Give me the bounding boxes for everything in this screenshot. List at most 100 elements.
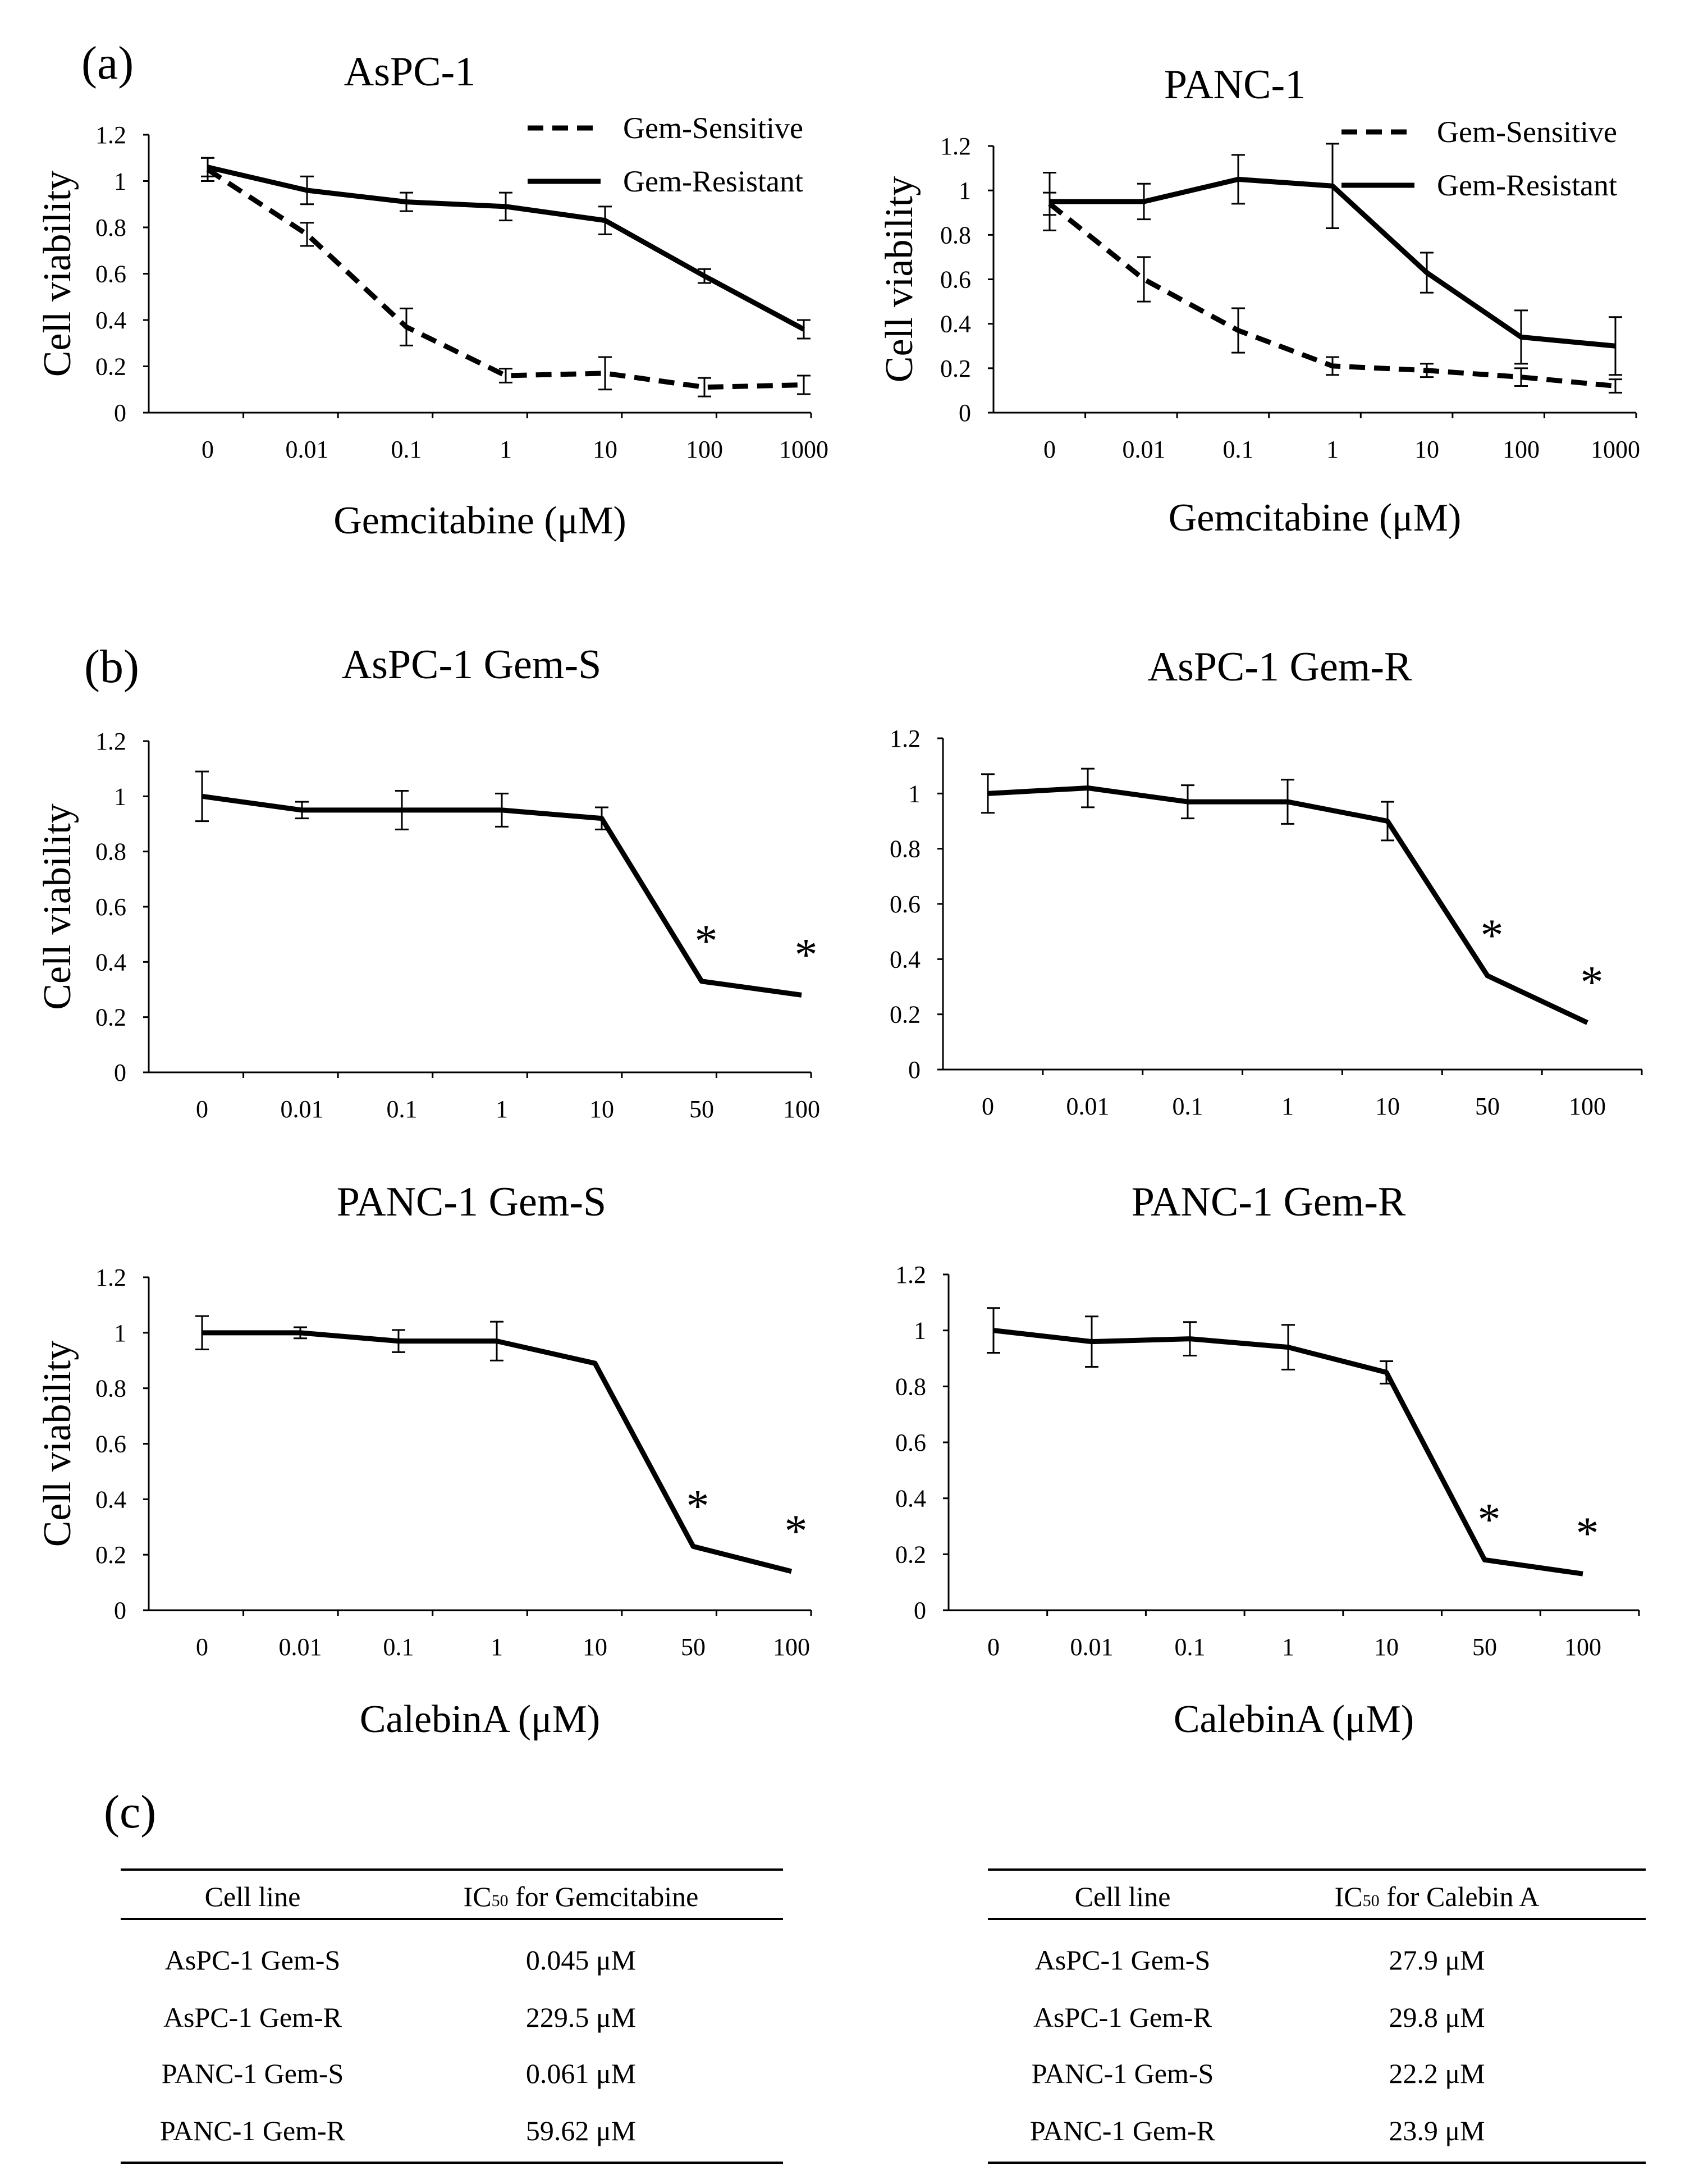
x-tick-label: 100	[773, 1633, 810, 1661]
chart-panc1-gem-r-calebin: PANC-1 Gem-R 0 0.2 0.4 0.6 0.8 1 1.2 0 0.01 0.1 1 10…	[895, 1179, 1640, 1741]
y-tick-label: 1	[114, 168, 126, 195]
x-tick-label: 100	[686, 436, 723, 463]
x-tick-label: 1	[491, 1633, 503, 1661]
chart-panc1-gemcitabine: PANC-1 0 0.2 0.4 0.6 0.8 1 1.2 0 0.01 0.1 1 10 100 100…	[878, 62, 1640, 540]
y-axis-label: Cell viability	[878, 176, 921, 382]
y-tick-label: 0.6	[95, 261, 126, 288]
y-tick-label: 0	[959, 399, 971, 427]
significance-marker: *	[1481, 910, 1504, 961]
chart-title: PANC-1 Gem-S	[337, 1179, 606, 1225]
x-tick-label: 0.01	[1070, 1633, 1114, 1661]
y-tick-label: 0.8	[895, 1373, 926, 1400]
significance-marker: *	[1478, 1493, 1501, 1545]
table-header-ic50: IC50 for Gemcitabine	[464, 1881, 699, 1912]
y-tick-label: 0.8	[95, 1375, 126, 1402]
ic50-table-calebin: Cell line IC50 for Calebin A AsPC-1 Gem-…	[988, 1868, 1646, 2164]
table-cell-value: 29.8 μM	[1389, 2002, 1485, 2033]
series-line-panc-1-gem-s	[202, 1330, 793, 1574]
x-tick-label: 50	[1475, 1093, 1500, 1120]
x-tick-label: 0	[987, 1633, 1000, 1661]
y-tick-label: 0.2	[95, 353, 126, 381]
table-cell-line: PANC-1 Gem-R	[1030, 2115, 1216, 2146]
y-tick-label: 0.4	[940, 310, 971, 338]
y-tick-label: 0.6	[895, 1429, 926, 1456]
x-tick-label: 1	[500, 436, 512, 463]
legend-label: Gem-Resistant	[1437, 168, 1617, 202]
significance-marker: *	[686, 1480, 709, 1531]
y-tick-label: 1	[908, 780, 921, 807]
x-tick-label: 0.1	[1173, 1093, 1203, 1120]
x-tick-label: 0.01	[286, 436, 329, 463]
y-tick-label: 0.2	[895, 1541, 926, 1568]
x-tick-label: 50	[689, 1095, 714, 1123]
y-tick-label: 0.8	[95, 214, 126, 241]
y-tick-label: 0.8	[95, 838, 126, 866]
table-cell-value: 59.62 μM	[526, 2115, 636, 2146]
y-tick-label: 0.4	[95, 1486, 126, 1513]
x-tick-label: 0.01	[279, 1633, 322, 1661]
chart-title: PANC-1 Gem-R	[1132, 1179, 1406, 1225]
x-axis-label: CalebinA (μM)	[1174, 1698, 1414, 1741]
y-axis-label: Cell viability	[36, 1341, 79, 1547]
significance-marker: *	[695, 915, 718, 966]
table-cell-line: PANC-1 Gem-R	[160, 2115, 346, 2146]
x-tick-label: 1000	[779, 436, 828, 463]
y-axis-label: Cell viability	[36, 803, 79, 1009]
x-tick-label: 50	[681, 1633, 706, 1661]
panel-label-c: (c)	[104, 1786, 156, 1838]
x-axis-label: CalebinA (μM)	[360, 1698, 600, 1741]
y-tick-label: 1.2	[95, 1264, 126, 1291]
y-tick-label: 0.2	[95, 1541, 126, 1569]
panel-label-b: (b)	[84, 641, 139, 693]
table-cell-value: 0.061 μM	[526, 2058, 636, 2089]
chart-title: AsPC-1 Gem-S	[342, 642, 602, 688]
x-tick-label: 0	[982, 1093, 994, 1120]
y-tick-label: 0.8	[940, 221, 971, 249]
x-tick-label: 0.01	[281, 1095, 324, 1123]
x-tick-label: 0	[196, 1095, 208, 1123]
y-tick-label: 1.2	[940, 132, 971, 160]
x-tick-label: 0	[196, 1633, 208, 1661]
table-cell-value: 23.9 μM	[1389, 2115, 1485, 2146]
y-tick-label: 0.4	[890, 945, 921, 973]
x-tick-label: 100	[783, 1095, 820, 1123]
y-tick-label: 0	[914, 1597, 926, 1624]
x-axis-label: Gemcitabine (μM)	[1169, 496, 1462, 540]
x-tick-label: 100	[1564, 1633, 1601, 1661]
legend-label: Gem-Sensitive	[623, 111, 803, 145]
y-tick-label: 0	[908, 1056, 921, 1084]
y-tick-label: 0.4	[95, 948, 126, 976]
x-tick-label: 100	[1569, 1093, 1606, 1120]
table-cell-line: AsPC-1 Gem-S	[165, 1944, 341, 1976]
x-tick-label: 0.01	[1123, 436, 1166, 463]
x-tick-label: 10	[1414, 436, 1439, 463]
chart-aspc1-gem-r-calebin: AsPC-1 Gem-R 0 0.2 0.4 0.6 0.8 1 1.2 0 0.01 0.1 1 10…	[890, 644, 1643, 1120]
y-tick-label: 0.8	[890, 835, 921, 863]
chart-panc1-gem-s-calebin: PANC-1 Gem-S 0 0.2 0.4 0.6 0.8 1 1.2 0 0.01 0.1 1 10…	[36, 1179, 812, 1741]
x-tick-label: 0.1	[1223, 436, 1254, 463]
x-tick-label: 10	[589, 1095, 614, 1123]
y-tick-label: 0	[114, 1597, 126, 1624]
y-tick-label: 1	[914, 1317, 926, 1345]
table-header-cell-line: Cell line	[205, 1881, 301, 1912]
x-tick-label: 1	[1326, 436, 1339, 463]
x-tick-label: 10	[1374, 1633, 1399, 1661]
y-tick-label: 0.4	[95, 307, 126, 334]
y-tick-label: 1.2	[895, 1261, 926, 1289]
y-tick-label: 0.2	[95, 1004, 126, 1031]
significance-marker: *	[1581, 956, 1604, 1007]
table-cell-value: 0.045 μM	[526, 1944, 636, 1976]
y-tick-label: 0.2	[890, 1001, 921, 1029]
x-tick-label: 1	[1282, 1633, 1294, 1661]
table-cell-value: 22.2 μM	[1389, 2058, 1485, 2089]
x-tick-label: 50	[1472, 1633, 1497, 1661]
x-tick-label: 0.1	[391, 436, 422, 463]
table-cell-value: 229.5 μM	[526, 2002, 636, 2033]
x-tick-label: 10	[593, 436, 617, 463]
chart-title: PANC-1	[1164, 62, 1306, 108]
y-tick-label: 0.6	[95, 1431, 126, 1458]
x-tick-label: 1	[496, 1095, 508, 1123]
x-tick-label: 1	[1281, 1093, 1294, 1120]
y-tick-label: 1.2	[890, 725, 921, 752]
x-tick-label: 1000	[1591, 436, 1640, 463]
